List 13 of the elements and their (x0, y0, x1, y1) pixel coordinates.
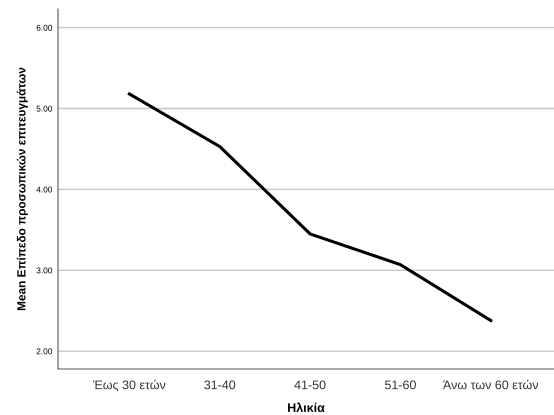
y-tick-label: 4.00 (36, 186, 52, 193)
line-series (128, 92, 492, 322)
x-tick-label: Άνω των 60 ετών (442, 380, 538, 390)
x-tick-label: Έως 30 ετών (92, 380, 166, 392)
y-tick-label: 5.00 (36, 106, 52, 112)
y-tick-label: 2.00 (36, 348, 52, 354)
x-axis-title: Ηλικία (288, 402, 325, 412)
y-tick-label: 3.00 (36, 268, 52, 274)
y-tick-label: 6.00 (36, 24, 52, 31)
x-tick-label: 51-60 (384, 380, 416, 390)
x-tick-label: 31-40 (204, 380, 236, 390)
x-tick-label: 41-50 (294, 380, 326, 390)
y-axis-title: Mean Επίπεδο προσωπικών επιτευγμάτων (16, 68, 28, 310)
